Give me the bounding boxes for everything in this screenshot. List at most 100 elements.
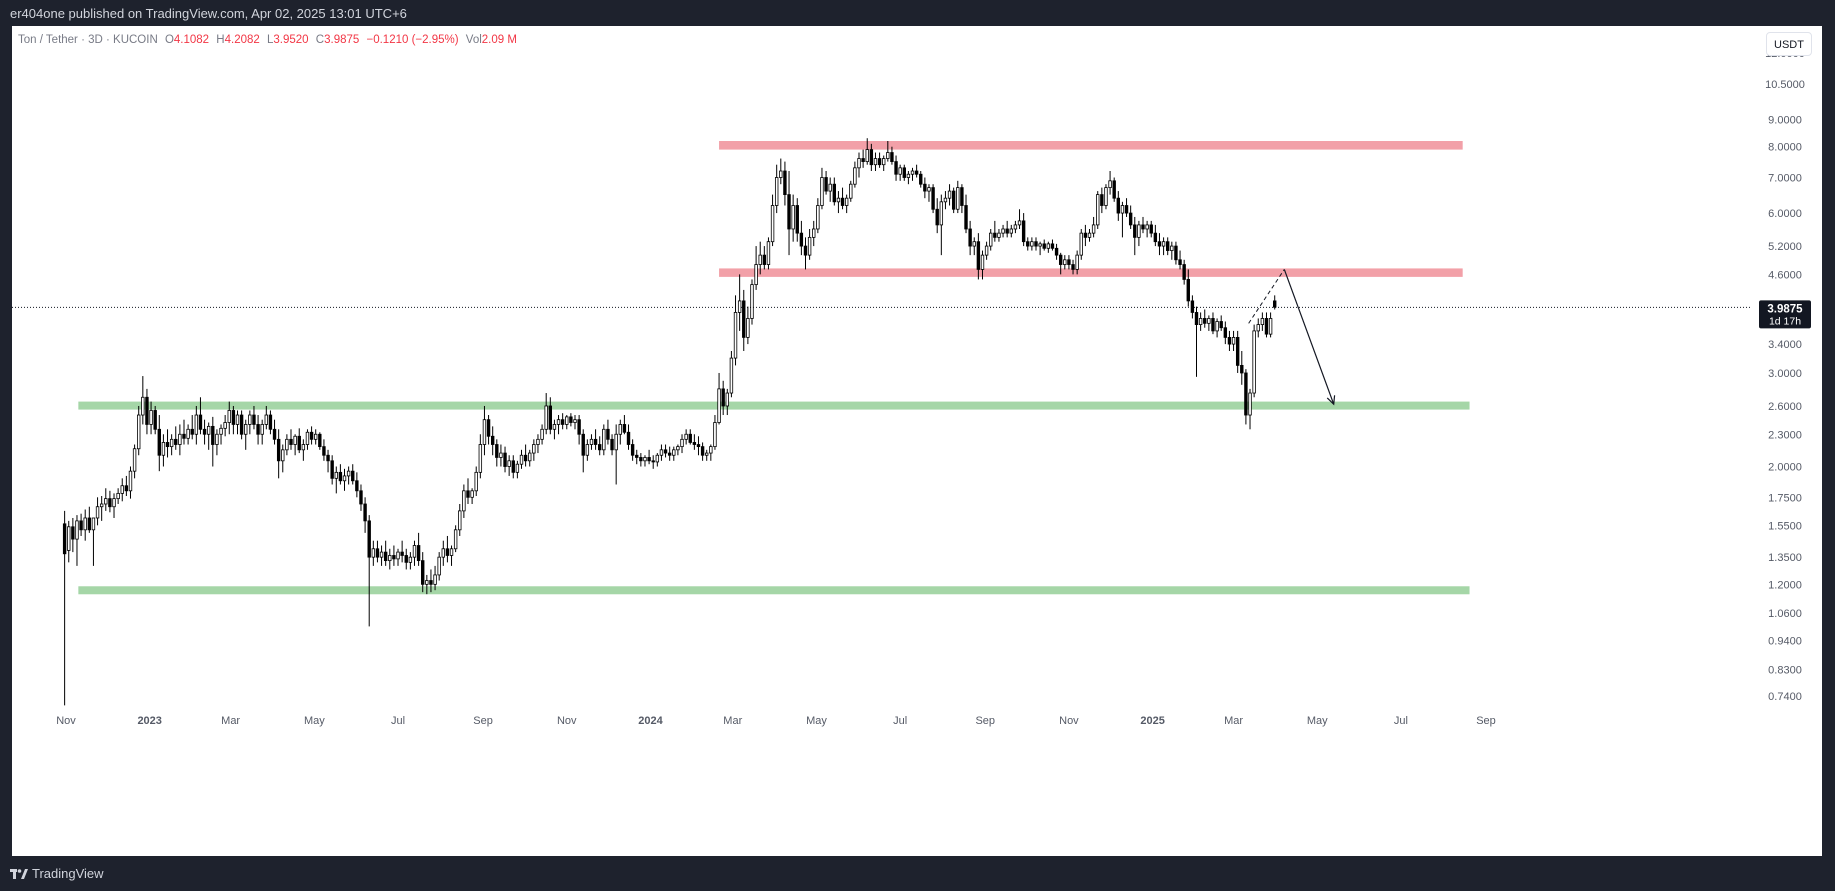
- candle-body: [861, 158, 865, 162]
- tradingview-logo-icon: [10, 868, 28, 879]
- candle-body: [898, 167, 902, 175]
- candle-body: [231, 410, 236, 425]
- candle-body: [429, 580, 433, 585]
- candle-body: [849, 183, 853, 199]
- candle-body: [700, 446, 705, 456]
- candle-body: [976, 241, 981, 270]
- candle-body: [816, 205, 820, 230]
- time-axis-label: Sep: [1476, 715, 1496, 727]
- candle-body: [91, 517, 96, 531]
- candle-body: [536, 438, 540, 445]
- trend-dashed-line: [1248, 269, 1285, 324]
- candle-body: [124, 485, 129, 492]
- price-axis-label: 8.0000: [1768, 142, 1802, 154]
- candle-body: [153, 410, 157, 430]
- candle-body: [630, 444, 635, 456]
- candle-body: [602, 428, 606, 451]
- candle-body: [684, 433, 688, 440]
- candle-body: [363, 503, 367, 522]
- candle-body: [853, 167, 857, 185]
- candle-body: [515, 463, 520, 473]
- candle-body: [1091, 224, 1096, 234]
- candle-body: [219, 427, 223, 435]
- candle-body: [783, 170, 787, 196]
- candle-body: [1190, 300, 1195, 313]
- candle-body: [890, 152, 894, 162]
- candle-body: [1009, 228, 1013, 234]
- candle-body: [523, 454, 528, 462]
- candle-body: [1017, 220, 1022, 226]
- candle-body: [655, 454, 660, 463]
- candle-body: [1005, 228, 1009, 234]
- candle-body: [367, 520, 371, 558]
- candle-body: [297, 435, 301, 451]
- tradingview-logo[interactable]: TradingView: [10, 866, 104, 881]
- candle-body: [844, 197, 849, 206]
- candle-body: [647, 457, 651, 462]
- candle-body: [692, 442, 697, 445]
- currency-button[interactable]: USDT: [1766, 32, 1812, 56]
- candle-body: [309, 431, 314, 440]
- candle-body: [1149, 224, 1153, 234]
- candle-body: [812, 228, 816, 238]
- candle-body: [165, 442, 170, 448]
- candle-body: [71, 526, 75, 540]
- candle-body: [186, 428, 190, 439]
- time-axis-label: Jul: [893, 715, 907, 727]
- candle-body: [882, 158, 886, 166]
- candle-body: [314, 433, 318, 440]
- price-axis-label: 1.7500: [1768, 492, 1802, 504]
- candle-body: [980, 254, 985, 270]
- close-label: C: [315, 34, 325, 46]
- time-axis-label: Nov: [56, 715, 76, 727]
- candle-body: [1198, 318, 1203, 325]
- candle-body: [272, 428, 277, 440]
- support-zone: [78, 586, 1470, 595]
- price-axis-label: 7.0000: [1768, 173, 1802, 185]
- axes-layer: 12.000010.50009.00008.00007.00006.00005.…: [56, 48, 1811, 727]
- candle-body: [1133, 224, 1137, 238]
- time-axis-label: May: [806, 715, 827, 727]
- candle-body: [1260, 318, 1265, 325]
- candle-body: [198, 414, 203, 430]
- candle-body: [334, 471, 338, 479]
- candle-body: [1231, 337, 1236, 345]
- candle-body: [877, 158, 882, 166]
- candle-body: [989, 232, 993, 247]
- candle-body: [281, 449, 285, 462]
- candle-body: [75, 520, 79, 540]
- candle-body: [923, 183, 927, 192]
- candle-body: [1240, 365, 1244, 374]
- candle-body: [1042, 243, 1046, 249]
- candle-body: [565, 416, 569, 425]
- last-price-tag-bg: [1759, 300, 1811, 329]
- candle-body: [326, 454, 330, 462]
- candle-body: [840, 197, 845, 206]
- candle-body: [639, 457, 643, 462]
- candle-body: [194, 414, 199, 435]
- candle-body: [490, 435, 495, 445]
- candle-body: [371, 548, 376, 558]
- candle-body: [1071, 264, 1075, 270]
- candle-body: [939, 201, 944, 226]
- candle-body: [145, 396, 149, 425]
- candle-body: [1235, 337, 1240, 366]
- candle-body: [248, 414, 252, 425]
- candle-body: [943, 197, 948, 203]
- candle-body: [1137, 224, 1141, 238]
- candle-body: [132, 448, 137, 472]
- price-chart[interactable]: 12.000010.50009.00008.00007.00006.00005.…: [12, 26, 1822, 856]
- candle-body: [83, 517, 87, 531]
- candle-body: [886, 152, 890, 159]
- chart-panel[interactable]: 12.000010.50009.00008.00007.00006.00005.…: [12, 26, 1822, 856]
- candle-body: [721, 388, 725, 407]
- time-axis-label: Mar: [221, 715, 240, 727]
- candle-body: [795, 205, 799, 234]
- candle-body: [330, 460, 334, 479]
- candle-body: [235, 414, 240, 425]
- candle-body: [610, 438, 614, 451]
- candle-body: [1083, 232, 1088, 238]
- candle-body: [157, 428, 161, 456]
- candle-body: [453, 529, 458, 550]
